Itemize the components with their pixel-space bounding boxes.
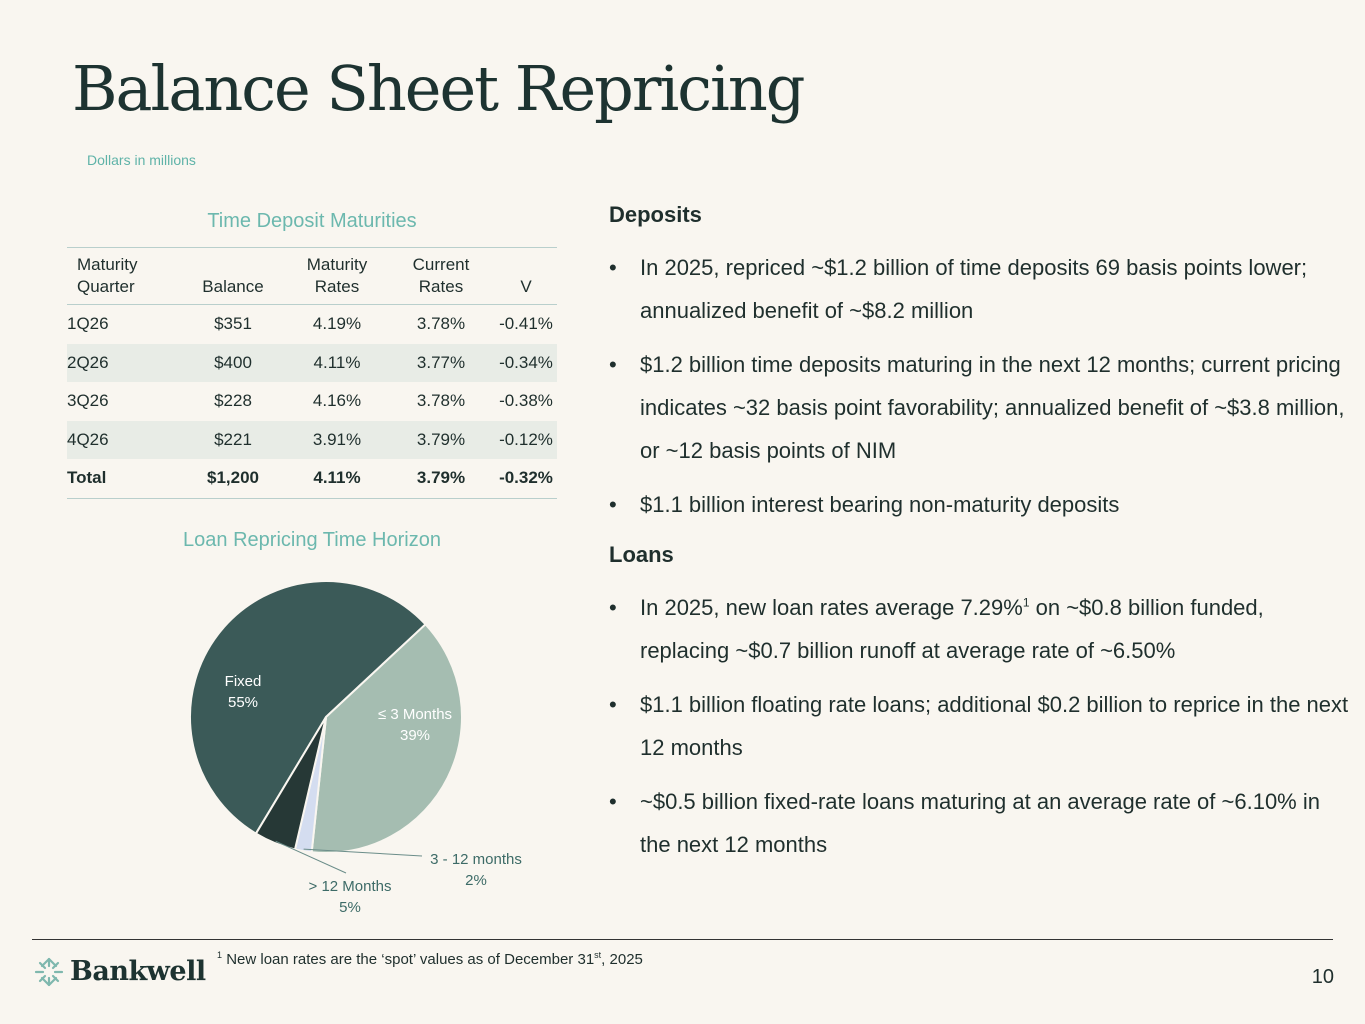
- footnote: 1 New loan rates are the ‘spot’ values a…: [217, 950, 643, 969]
- pie-slice-percent: 2%: [465, 872, 487, 889]
- header-current-rates: Current Rates: [387, 247, 495, 305]
- table-row: 1Q26 $351 4.19% 3.78% -0.41%: [67, 305, 557, 344]
- header-text: Quarter: [77, 277, 135, 296]
- deposits-heading: Deposits: [609, 202, 702, 227]
- table-cell: 2Q26: [67, 343, 179, 382]
- pie-slice-label: Fixed: [225, 673, 262, 690]
- page-title: Balance Sheet Repricing: [72, 52, 805, 125]
- pie-slice-label: 3 - 12 months: [430, 851, 522, 868]
- footnote-year: , 2025: [601, 951, 643, 968]
- header-balance: Balance: [179, 247, 287, 305]
- table-cell: 3.79%: [387, 420, 495, 459]
- header-maturity-rates: Maturity Rates: [287, 247, 387, 305]
- table-cell: $400: [179, 343, 287, 382]
- pie-leader-line: [303, 848, 423, 857]
- table-row: 4Q26 $221 3.91% 3.79% -0.12%: [67, 420, 557, 459]
- table-cell: 4.11%: [287, 459, 387, 499]
- pie-slice: [189, 580, 427, 835]
- commentary-panel: Deposits In 2025, repriced ~$1.2 billion…: [609, 198, 1349, 878]
- footnote-ordinal: st: [594, 950, 602, 960]
- table-row: 2Q26 $400 4.11% 3.77% -0.34%: [67, 343, 557, 382]
- table-cell: 3.79%: [387, 459, 495, 499]
- table-cell: 4Q26: [67, 420, 179, 459]
- pie-slice-percent: 55%: [228, 694, 258, 711]
- header-text: Rates: [314, 277, 360, 296]
- footer-divider: [32, 939, 1333, 940]
- footnote-marker: 1: [1022, 595, 1030, 610]
- table-title: Time Deposit Maturities: [207, 210, 417, 232]
- table-cell: -0.34%: [495, 343, 557, 382]
- loans-bullet: ~$0.5 billion fixed-rate loans maturing …: [609, 780, 1349, 866]
- table-cell: $228: [214, 391, 252, 411]
- table-cell: Total: [67, 459, 179, 499]
- table-cell: -0.38%: [499, 391, 553, 411]
- footnote-number: 1: [217, 950, 223, 960]
- table-header-row: Maturity Quarter Balance Maturity Rates Cu…: [67, 247, 557, 305]
- header-text: Rates: [418, 277, 464, 296]
- deposits-bullet: $1.1 billion interest bearing non-maturi…: [609, 483, 1349, 526]
- header-text: V: [520, 277, 532, 296]
- bankwell-mark-icon: [34, 957, 64, 986]
- table-cell: -0.32%: [495, 459, 557, 499]
- pie-chart-title: Loan Repricing Time Horizon: [183, 529, 441, 551]
- pie-slice-percent: 5%: [339, 899, 361, 916]
- bankwell-logo: Bankwell: [34, 956, 206, 987]
- table-cell: 4.16%: [312, 391, 362, 411]
- header-text: Current: [412, 255, 470, 274]
- table-total-row: Total $1,200 4.11% 3.79% -0.32%: [67, 459, 557, 499]
- loans-bullets: In 2025, new loan rates average 7.29%1 o…: [609, 586, 1349, 866]
- header-text: Balance: [202, 277, 264, 296]
- loans-bullet-text: on ~$0.8 billion funded, replacing ~$0.7…: [640, 595, 1264, 663]
- time-deposit-table: Maturity Quarter Balance Maturity Rates Cu…: [67, 247, 557, 499]
- loans-bullet-text: In 2025, new loan rates average 7.29%: [640, 595, 1023, 620]
- pie-slice-percent: 39%: [400, 727, 430, 744]
- table-cell: -0.41%: [499, 314, 553, 334]
- pie-slice-label: > 12 Months: [309, 878, 392, 895]
- loans-heading: Loans: [609, 542, 674, 567]
- table-cell: 1Q26: [67, 314, 109, 334]
- table-row: 3Q26 $228 4.16% 3.78% -0.38%: [67, 382, 557, 421]
- header-change: V: [495, 247, 557, 305]
- loan-repricing-pie-chart: Fixed 55% ≤ 3 Months 39% 3 - 12 months 2% > 12…: [189, 580, 522, 916]
- table-cell: $351: [214, 314, 252, 334]
- table-cell: 3.78%: [416, 391, 466, 411]
- header-text: Maturity: [77, 255, 138, 274]
- table-cell: 4.11%: [287, 343, 387, 382]
- header-text: Maturity: [306, 255, 368, 274]
- table-cell: -0.12%: [495, 420, 557, 459]
- deposits-bullet: In 2025, repriced ~$1.2 billion of time …: [609, 246, 1349, 332]
- loans-bullet: $1.1 billion floating rate loans; additi…: [609, 683, 1349, 769]
- deposits-bullets: In 2025, repriced ~$1.2 billion of time …: [609, 246, 1349, 526]
- table-cell: 4.19%: [312, 314, 362, 334]
- table-cell: 3.91%: [287, 420, 387, 459]
- table-cell: 3Q26: [67, 391, 109, 411]
- units-note: Dollars in millions: [87, 152, 196, 168]
- pie-slice: [310, 622, 463, 854]
- table-cell: $1,200: [179, 459, 287, 499]
- loans-bullet: In 2025, new loan rates average 7.29%1 o…: [609, 586, 1349, 672]
- header-maturity-quarter: Maturity Quarter: [67, 247, 179, 305]
- pie-leader-line: [275, 840, 347, 874]
- deposits-bullet: $1.2 billion time deposits maturing in t…: [609, 343, 1349, 472]
- footnote-text: New loan rates are the ‘spot’ values as …: [226, 951, 595, 968]
- page-number: 10: [1311, 966, 1334, 988]
- table-cell: $221: [179, 420, 287, 459]
- table-cell: 3.77%: [387, 343, 495, 382]
- pie-slice-label: ≤ 3 Months: [378, 706, 452, 723]
- logo-wordmark: Bankwell: [70, 956, 206, 987]
- table-cell: 3.78%: [416, 314, 466, 334]
